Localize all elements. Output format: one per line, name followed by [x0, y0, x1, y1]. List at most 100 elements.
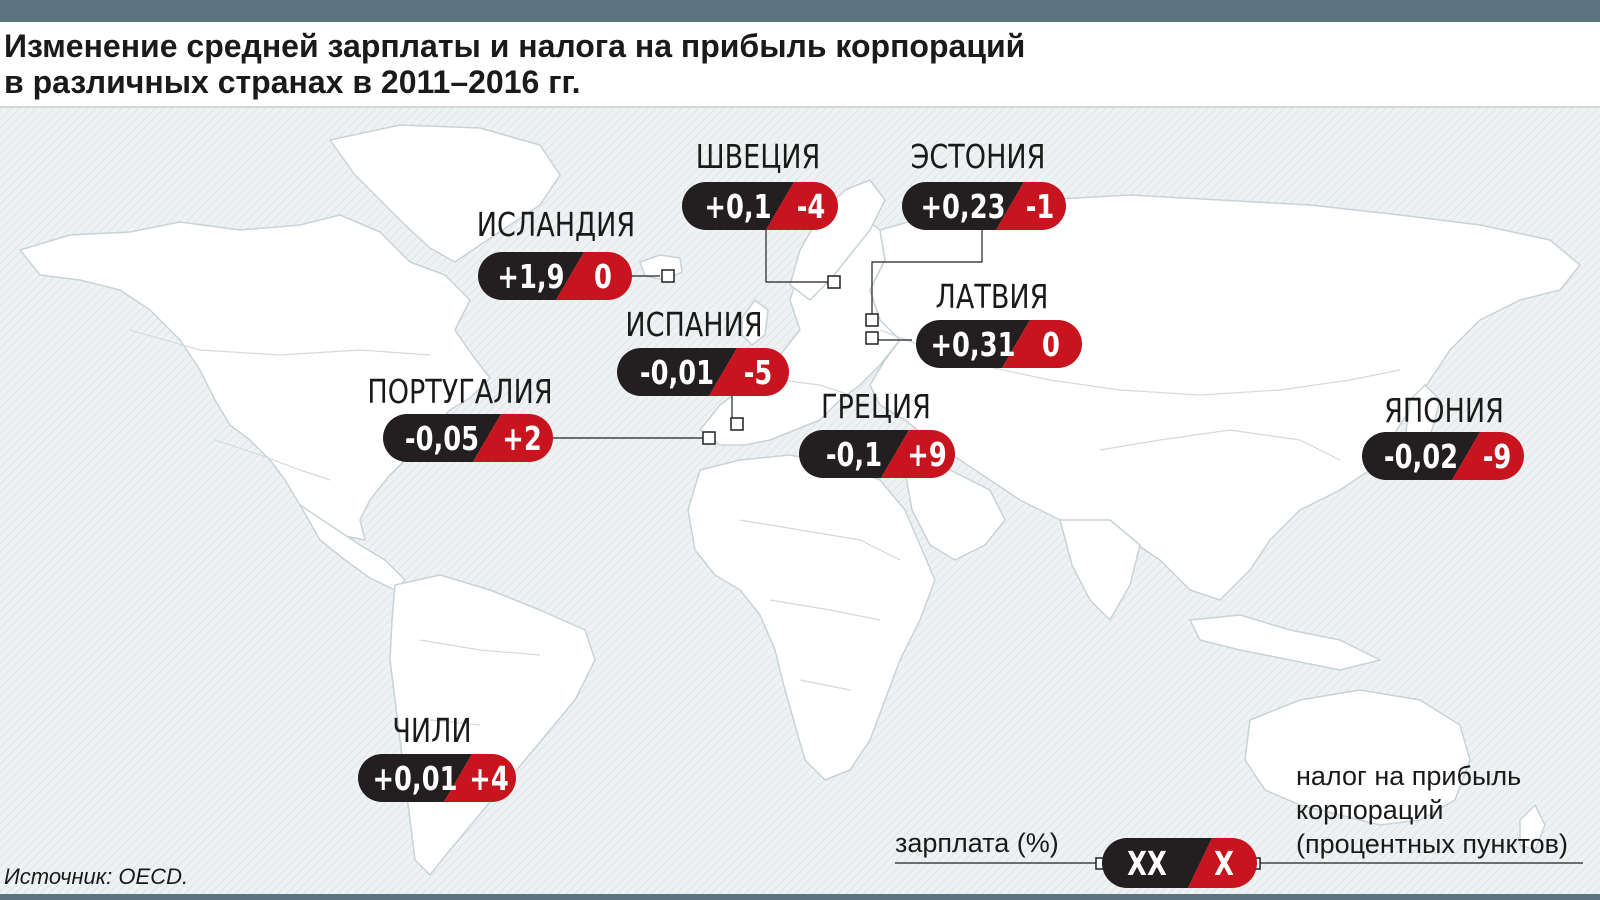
country-name: ИСЛАНДИЯ: [477, 206, 635, 244]
world-map: ИСЛАНДИЯ +1,9 0 ШВЕЦИЯ +0,1 -4 ЭСТОНИЯ +0,23 -1 Л…: [0, 108, 1600, 894]
tax-change: 0: [1042, 326, 1060, 364]
country-name: ЯПОНИЯ: [1384, 392, 1504, 430]
legend-salary-placeholder: XX: [1127, 845, 1167, 883]
tax-pill: [473, 414, 553, 462]
title: Изменение средней зарплаты и налога на п…: [4, 28, 1204, 100]
salary-change: +0,23: [920, 188, 1005, 226]
top-bar: [0, 0, 1600, 22]
salary-change: -0,01: [640, 354, 714, 392]
title-divider: [0, 106, 1600, 108]
salary-pill: [358, 754, 472, 802]
salary-change: +0,1: [704, 188, 771, 226]
marker-latvia: [865, 331, 879, 345]
country-portugal: ПОРТУГАЛИЯ -0,05 +2: [367, 373, 553, 462]
land-asia: [869, 194, 1581, 601]
tax-change: -5: [744, 354, 773, 392]
tax-pill: [996, 182, 1066, 230]
title-line-1: Изменение средней зарплаты и налога на п…: [4, 28, 1026, 64]
country-chile: ЧИЛИ +0,01 +4: [358, 712, 516, 802]
tax-pill: [444, 754, 516, 802]
land-north-america: [19, 214, 491, 541]
salary-pill: [1362, 432, 1480, 480]
source: Источник: OECD.: [4, 864, 188, 889]
salary-pill: [902, 182, 1024, 230]
land-britain: [741, 299, 769, 346]
tax-pill: [1002, 320, 1082, 368]
connector-estonia: [871, 226, 983, 320]
land-australia: [1244, 689, 1471, 826]
country-name: ИСПАНИЯ: [625, 306, 762, 344]
tax-change: -1: [1026, 188, 1055, 226]
connector-sweden: [765, 224, 830, 283]
salary-change: +0,31: [930, 326, 1015, 364]
land-india: [1059, 519, 1141, 621]
tax-pill: [881, 430, 955, 478]
country-name: ЭСТОНИЯ: [911, 138, 1046, 176]
legend-pill-red: [1188, 838, 1257, 888]
country-greece: ГРЕЦИЯ -0,1 +9: [799, 388, 955, 478]
legend-tax-label-2: корпораций: [1296, 795, 1443, 825]
tax-change: +2: [502, 420, 541, 458]
bottom-bar: [0, 894, 1600, 900]
marker-portugal: [702, 431, 716, 445]
salary-change: -0,02: [1384, 438, 1458, 476]
border-europe: [779, 379, 851, 396]
salary-pill: [478, 252, 584, 300]
country-spain: ИСПАНИЯ -0,01 -5: [617, 306, 789, 396]
tax-change: -4: [797, 188, 826, 226]
title-line-2: в различных странах в 2011–2016 гг.: [4, 64, 581, 100]
land-new-zealand: [1519, 804, 1546, 851]
salary-change: +0,01: [372, 760, 457, 798]
connectors: [536, 224, 1583, 864]
tax-pill: [1452, 432, 1524, 480]
country-japan: ЯПОНИЯ -0,02 -9: [1362, 392, 1524, 480]
salary-change: +1,9: [497, 258, 564, 296]
country-name: ШВЕЦИЯ: [696, 138, 821, 176]
border-africa-a: [739, 519, 901, 561]
tax-change: 0: [594, 258, 612, 296]
tax-pill: [709, 348, 789, 396]
legend-pill: XX X: [1102, 838, 1257, 888]
legend: зарплата (%) налог на прибыль корпораций…: [895, 761, 1568, 888]
legend-salary-label: зарплата (%): [895, 828, 1059, 858]
land-greenland: [329, 124, 561, 263]
country-name: ПОРТУГАЛИЯ: [367, 373, 552, 411]
country-name: ЧИЛИ: [392, 712, 471, 750]
salary-change: -0,1: [826, 436, 882, 474]
land-arabia: [904, 469, 1006, 561]
salary-pill: [682, 182, 794, 230]
salary-pill: [799, 430, 909, 478]
tax-change: +9: [907, 436, 946, 474]
marker-spain: [730, 417, 744, 431]
salary-change: -0,05: [405, 420, 479, 458]
marker-sweden: [827, 275, 841, 289]
salary-pill: [916, 320, 1030, 368]
salary-pill: [383, 414, 501, 462]
country-name: ЛАТВИЯ: [936, 278, 1049, 316]
border-us-mexico: [214, 439, 331, 481]
marker-estonia: [865, 313, 879, 327]
marker-iceland: [661, 269, 675, 283]
tax-pill: [556, 252, 632, 300]
border-south-america: [419, 639, 541, 656]
country-iceland: ИСЛАНДИЯ +1,9 0: [477, 206, 635, 300]
tax-change: +4: [469, 760, 508, 798]
tax-pill: [766, 182, 838, 230]
border-africa-c: [799, 679, 851, 691]
border-africa-b: [769, 599, 881, 621]
tax-change: -9: [1483, 438, 1512, 476]
legend-tax-label-3: (процентных пунктов): [1296, 829, 1568, 859]
border-us-canada: [129, 329, 431, 356]
legend-tax-label-1: налог на прибыль: [1296, 761, 1521, 791]
land-indonesia: [1189, 614, 1381, 671]
legend-tax-placeholder: X: [1214, 845, 1234, 883]
country-latvia: ЛАТВИЯ +0,31 0: [916, 278, 1082, 368]
country-labels: ИСЛАНДИЯ +1,9 0 ШВЕЦИЯ +0,1 -4 ЭСТОНИЯ +0,23 -1 Л…: [358, 138, 1524, 802]
border-china: [1099, 429, 1341, 461]
border-south-america-b: [429, 719, 481, 726]
country-name: ГРЕЦИЯ: [821, 388, 931, 426]
country-estonia: ЭСТОНИЯ +0,23 -1: [902, 138, 1066, 230]
legend-pill-dark: [1102, 838, 1212, 888]
salary-pill: [617, 348, 737, 396]
